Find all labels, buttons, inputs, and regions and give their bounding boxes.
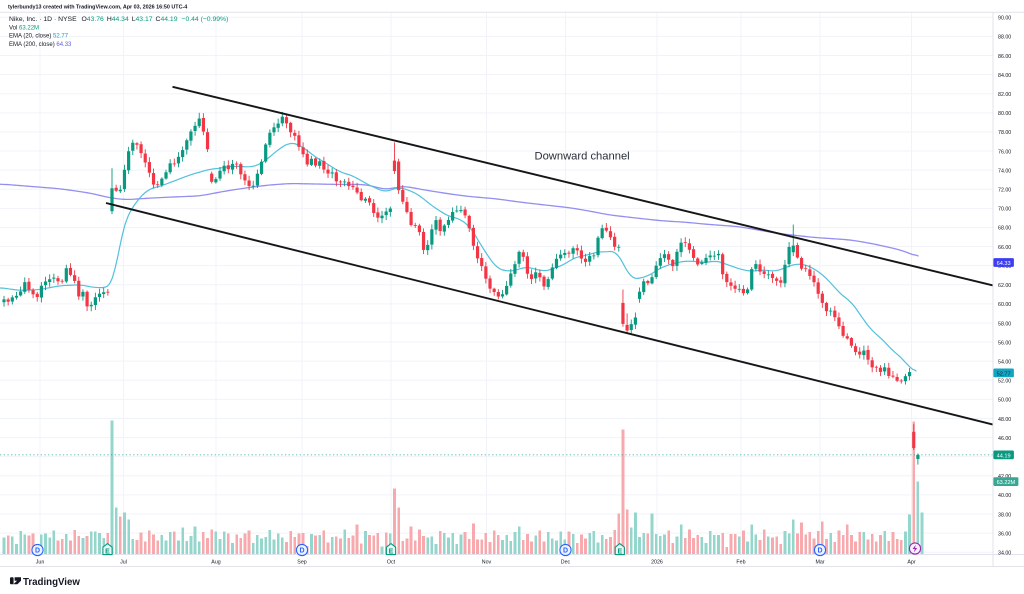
svg-text:62.00: 62.00 bbox=[998, 283, 1011, 289]
svg-text:74.00: 74.00 bbox=[998, 168, 1011, 174]
svg-text:Sep: Sep bbox=[297, 560, 306, 566]
svg-text:Aug: Aug bbox=[211, 560, 220, 566]
svg-text:Jun: Jun bbox=[36, 560, 45, 566]
svg-text:42.00: 42.00 bbox=[998, 474, 1011, 480]
svg-text:60.00: 60.00 bbox=[998, 302, 1011, 308]
svg-text:D: D bbox=[563, 548, 568, 555]
svg-text:D: D bbox=[35, 548, 40, 555]
svg-text:90.00: 90.00 bbox=[998, 16, 1011, 22]
svg-text:48.00: 48.00 bbox=[998, 417, 1011, 423]
svg-text:Vol 63.22M: Vol 63.22M bbox=[9, 25, 39, 31]
svg-text:66.00: 66.00 bbox=[998, 245, 1011, 251]
svg-text:64.00: 64.00 bbox=[998, 264, 1011, 270]
svg-text:70.00: 70.00 bbox=[998, 207, 1011, 213]
svg-text:64.33: 64.33 bbox=[997, 261, 1011, 267]
svg-text:EMA (20, close) 52.77: EMA (20, close) 52.77 bbox=[9, 33, 69, 39]
svg-text:E: E bbox=[389, 548, 394, 555]
svg-text:44.19: 44.19 bbox=[997, 453, 1011, 459]
svg-text:EMA (200, close) 64.33: EMA (200, close) 64.33 bbox=[9, 42, 72, 48]
svg-text:76.00: 76.00 bbox=[998, 149, 1011, 155]
svg-text:72.00: 72.00 bbox=[998, 188, 1011, 194]
svg-text:TradingView: TradingView bbox=[23, 577, 80, 588]
svg-text:50.00: 50.00 bbox=[998, 398, 1011, 404]
svg-text:52.00: 52.00 bbox=[998, 379, 1011, 385]
svg-text:54.00: 54.00 bbox=[998, 359, 1011, 365]
svg-text:52.77: 52.77 bbox=[997, 371, 1011, 377]
svg-text:Dec: Dec bbox=[561, 560, 571, 566]
svg-text:Feb: Feb bbox=[736, 560, 745, 566]
svg-text:56.00: 56.00 bbox=[998, 340, 1011, 346]
svg-text:40.00: 40.00 bbox=[998, 493, 1011, 499]
svg-text:Jul: Jul bbox=[120, 560, 127, 566]
svg-text:36.00: 36.00 bbox=[998, 531, 1011, 537]
svg-text:Apr: Apr bbox=[907, 560, 915, 566]
svg-text:E: E bbox=[617, 548, 622, 555]
svg-text:34.00: 34.00 bbox=[998, 551, 1011, 557]
svg-text:58.00: 58.00 bbox=[998, 321, 1011, 327]
svg-text:84.00: 84.00 bbox=[998, 73, 1011, 79]
svg-text:80.00: 80.00 bbox=[998, 111, 1011, 117]
svg-text:D: D bbox=[299, 548, 304, 555]
svg-text:Oct: Oct bbox=[387, 560, 396, 566]
svg-text:E: E bbox=[105, 548, 110, 555]
svg-text:68.00: 68.00 bbox=[998, 226, 1011, 232]
svg-text:Downward channel: Downward channel bbox=[535, 151, 630, 163]
svg-text:88.00: 88.00 bbox=[998, 35, 1011, 41]
svg-text:63.22M: 63.22M bbox=[997, 480, 1016, 486]
svg-text:38.00: 38.00 bbox=[998, 512, 1011, 518]
svg-text:2026: 2026 bbox=[651, 560, 663, 566]
svg-text:46.00: 46.00 bbox=[998, 436, 1011, 442]
svg-text:Nike, Inc. · 1D · NYSE O43.76H: Nike, Inc. · 1D · NYSE O43.76 H44.34 L43.1… bbox=[9, 16, 228, 23]
svg-text:86.00: 86.00 bbox=[998, 54, 1011, 60]
svg-text:tylerbundy13 created with Trad: tylerbundy13 created with TradingView.co… bbox=[8, 5, 187, 11]
svg-text:78.00: 78.00 bbox=[998, 130, 1011, 136]
svg-text:82.00: 82.00 bbox=[998, 92, 1011, 98]
svg-text:Nov: Nov bbox=[482, 560, 492, 566]
svg-text:D: D bbox=[817, 548, 822, 555]
svg-text:Mar: Mar bbox=[815, 560, 824, 566]
